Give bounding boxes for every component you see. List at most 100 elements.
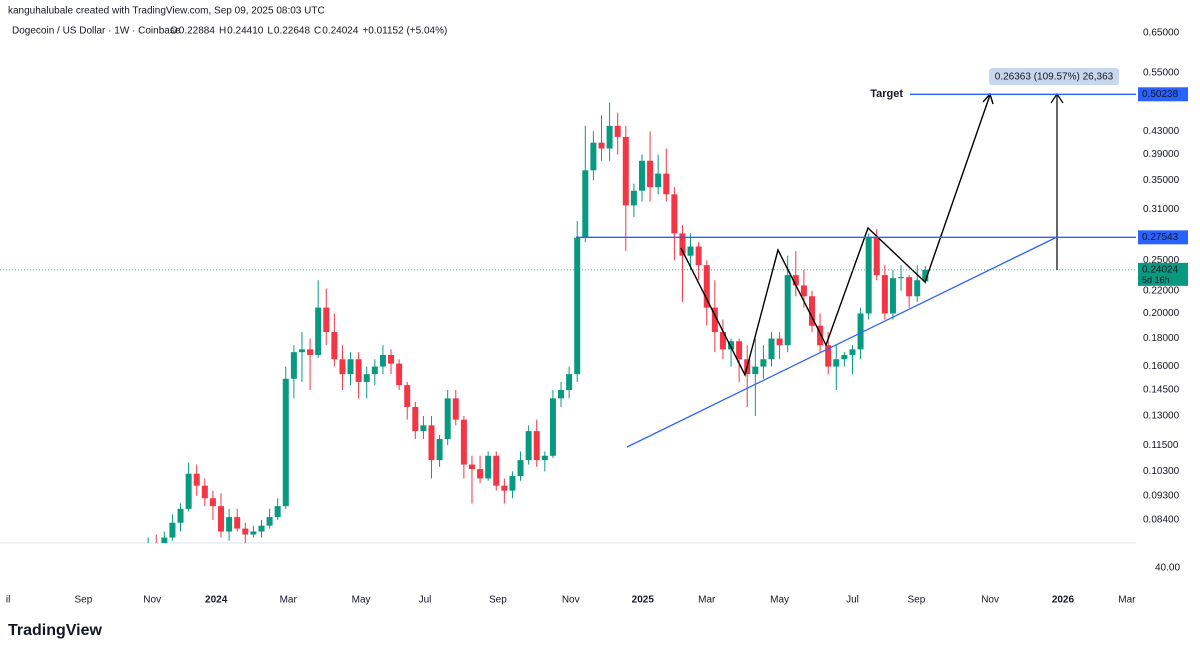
- candle-body: [622, 136, 629, 206]
- candle-body: [436, 439, 443, 461]
- ohlc-value: 0.24024: [322, 26, 359, 37]
- candle-body: [549, 398, 556, 456]
- candle-body: [347, 359, 354, 375]
- candle-body: [728, 341, 735, 350]
- x-tick-label: Nov: [143, 595, 161, 606]
- candle-body: [574, 237, 581, 375]
- candle-body: [889, 278, 896, 314]
- candle-body: [687, 246, 694, 256]
- candle-body: [841, 354, 848, 360]
- y-tick-label: 0.18000: [1143, 333, 1180, 344]
- candle-body: [218, 506, 225, 532]
- candle-body: [736, 341, 743, 360]
- x-tick-label: Mar: [1118, 595, 1136, 606]
- x-tick-label: il: [6, 595, 10, 606]
- candle-body: [630, 190, 637, 206]
- candle-body: [719, 332, 726, 350]
- price-line-name: Target: [870, 88, 903, 100]
- ohlc-value: 0.22884: [179, 26, 216, 37]
- ohlc-key: O: [170, 26, 178, 37]
- candle-body: [663, 173, 670, 195]
- symbol: Dogecoin / US Dollar · 1W · Coinbase: [12, 26, 181, 37]
- y-tick-label: 0.09300: [1143, 490, 1180, 501]
- candle-body: [193, 473, 200, 486]
- candle-body: [420, 425, 427, 432]
- candle-body: [752, 366, 759, 375]
- candle-body: [800, 285, 807, 297]
- candle-body: [808, 296, 815, 326]
- measure-box: [989, 68, 1119, 85]
- candle-body: [784, 275, 791, 346]
- y-tick-label: 0.11500: [1143, 440, 1179, 451]
- candle-body: [396, 363, 403, 386]
- candle-body: [857, 313, 864, 350]
- credit: kanguhalubale created with TradingView.c…: [8, 6, 325, 17]
- projection-path: [680, 94, 991, 377]
- x-tick-label: Mar: [280, 595, 298, 606]
- candle-body: [647, 160, 654, 188]
- ohlc-value: 0.24410: [227, 26, 264, 37]
- drawings: [626, 68, 1119, 448]
- price-label: 0.27543: [1142, 232, 1179, 243]
- candle-body: [379, 354, 386, 367]
- candle-body: [655, 173, 662, 188]
- candle-body: [452, 398, 459, 420]
- measure-label: 0.26363 (109.57%) 26,363: [995, 72, 1114, 83]
- candle-body: [768, 338, 775, 360]
- price-label: 0.50238: [1142, 89, 1179, 100]
- candle-body: [460, 419, 467, 465]
- candle-body: [185, 473, 192, 509]
- ohlc-key: L: [267, 26, 273, 37]
- candle-body: [598, 142, 605, 149]
- x-tick-label: Jul: [419, 595, 432, 606]
- x-tick-label: 2025: [632, 595, 655, 606]
- candle-body: [922, 269, 929, 282]
- candle-body: [226, 517, 233, 532]
- candle-body: [703, 265, 710, 308]
- candle-body: [404, 385, 411, 408]
- candle-body: [177, 508, 184, 523]
- candle-body: [671, 194, 678, 234]
- candle-body: [558, 390, 565, 399]
- ohlc-key: H: [219, 26, 226, 37]
- candle-body: [509, 476, 516, 491]
- y-tick-label: 0.35000: [1143, 175, 1180, 186]
- candle-body: [517, 460, 524, 477]
- ohlc-value: 0.22648: [274, 26, 311, 37]
- candle-body: [412, 407, 419, 432]
- candle-body: [533, 431, 540, 461]
- candle-body: [776, 338, 783, 346]
- candle-body: [331, 332, 338, 360]
- candle-body: [525, 431, 532, 461]
- y-tick-label: 0.65000: [1143, 28, 1180, 39]
- candle-body: [695, 246, 702, 266]
- candle-body: [444, 398, 451, 440]
- y-tick-label: 0.16000: [1143, 361, 1180, 372]
- candle-body: [161, 537, 168, 543]
- candle-body: [590, 142, 597, 171]
- candle-body: [323, 307, 330, 333]
- last-price-label: 0.24024: [1142, 264, 1179, 275]
- x-tick-label: Nov: [562, 595, 580, 606]
- candle-body: [355, 359, 362, 382]
- candle-body: [258, 525, 265, 532]
- candle-body: [363, 374, 370, 382]
- y-tick-label: 0.39000: [1143, 149, 1180, 160]
- candle-body: [792, 275, 799, 286]
- candle-body: [282, 378, 289, 507]
- y-tick-label: 0.25000: [1143, 255, 1180, 266]
- candle-body: [817, 325, 824, 346]
- brand: TradingView: [8, 622, 103, 639]
- candle-body: [849, 349, 856, 355]
- candle-body: [477, 469, 484, 479]
- ohlc-key: C: [314, 26, 321, 37]
- ohlc-legend: O 0.22884 H 0.24410 L 0.22648 C 0.24024 +0.01152…: [170, 26, 447, 37]
- x-tick-label: 2024: [205, 595, 228, 606]
- x-tick-label: Mar: [698, 595, 716, 606]
- y-tick-label: 0.31000: [1143, 204, 1180, 215]
- y-tick-label: 0.55000: [1143, 67, 1180, 78]
- candle-body: [209, 498, 216, 507]
- candle-body: [873, 237, 880, 276]
- candle-body: [566, 374, 573, 391]
